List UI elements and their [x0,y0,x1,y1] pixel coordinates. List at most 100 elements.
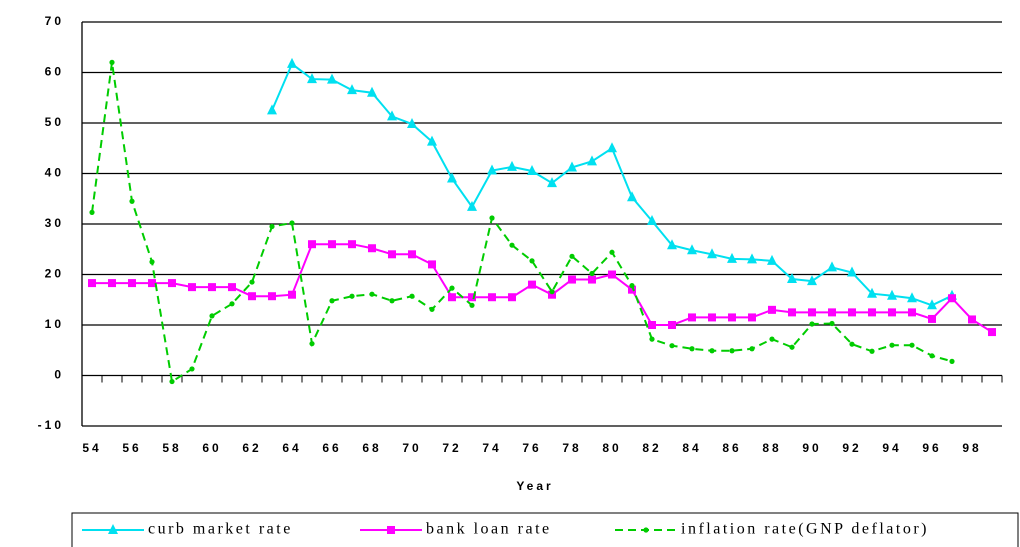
point [927,299,937,310]
point [848,308,856,317]
point [569,253,575,259]
point [648,321,656,329]
point [269,223,275,230]
x-tick-label: 54 [82,441,101,455]
point [708,313,716,322]
point [348,240,356,249]
point [629,283,635,289]
point [527,164,537,175]
point [788,308,796,317]
point [289,220,295,226]
point [308,240,316,249]
y-tick-label: 40 [45,166,64,180]
x-tick-label: 64 [282,441,301,455]
x-tick-label: 66 [322,441,341,455]
y-tick-label: 30 [45,216,64,230]
point [768,305,776,314]
point [808,308,816,317]
point [507,160,517,171]
point [988,328,996,337]
point [329,298,335,304]
point [327,73,337,84]
point [643,527,649,533]
point [908,308,916,317]
point [467,200,477,211]
y-tick-label: 60 [45,65,64,79]
point [568,275,576,284]
x-tick-label: 80 [602,441,621,455]
point [529,258,535,264]
x-tick-label: 78 [562,441,581,455]
point [589,270,595,277]
point [309,341,315,347]
point [148,279,156,288]
point [548,290,556,299]
point [267,104,277,115]
point [729,348,735,354]
y-tick-label: 20 [45,267,64,281]
point [628,285,636,294]
point [387,110,397,121]
point [248,292,256,301]
point [649,336,655,342]
point [307,73,317,84]
x-tick-label: 82 [642,441,661,455]
point [767,254,777,265]
point [228,283,236,292]
x-tick-label: 88 [762,441,781,455]
point [489,215,495,221]
point [847,266,857,277]
point [727,252,737,263]
y-tick-label: 70 [45,14,64,28]
point [687,244,697,255]
point [688,313,696,322]
point [208,283,216,292]
point [669,343,675,349]
point [689,346,695,352]
point [667,239,677,250]
point [229,301,235,307]
x-tick-label: 56 [122,441,141,455]
point [427,135,437,146]
series-line [271,62,953,307]
x-tick-label: 94 [882,441,901,455]
point [389,298,395,304]
point [108,279,116,288]
point [88,279,96,288]
legend-label: inflation rate(GNP deflator) [681,521,929,538]
point [368,244,376,253]
point [249,279,255,285]
point [868,308,876,317]
x-tick-label: 96 [922,441,941,455]
series-line [91,62,953,384]
point [547,177,557,188]
point [747,253,757,264]
point [829,320,835,327]
point [149,259,155,265]
x-tick-label: 72 [442,441,461,455]
x-tick-label: 58 [162,441,181,455]
point [169,378,175,385]
point [588,275,596,284]
point [347,84,357,95]
point [807,275,817,286]
y-tick-label: -10 [38,418,64,432]
point [627,191,637,202]
legend-box [71,512,1019,547]
point [287,57,297,68]
legend-label: curb market rate [148,521,293,538]
point [428,260,436,269]
point [909,342,915,348]
point [968,315,976,324]
y-tick-label: 0 [54,368,64,382]
x-tick-label: 62 [242,441,261,455]
point [367,86,377,97]
point [948,294,956,303]
point [929,353,935,359]
point [789,344,795,350]
point [387,526,395,534]
point [907,292,917,303]
point [549,289,555,295]
point [828,308,836,317]
x-tick-label: 84 [682,441,701,455]
